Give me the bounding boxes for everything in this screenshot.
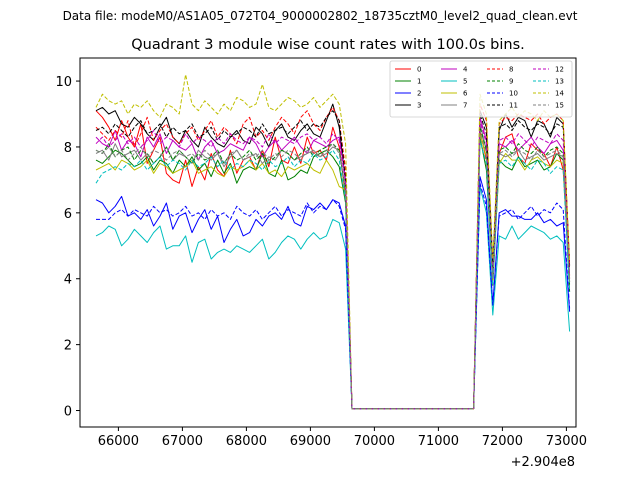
legend-label: 13 (555, 78, 564, 86)
legend-label: 0 (417, 66, 421, 74)
y-tick-label: 4 (64, 273, 72, 288)
legend-label: 9 (509, 78, 513, 86)
y-tick-label: 0 (64, 405, 72, 420)
legend-label: 7 (463, 102, 467, 110)
axes-frame (79, 57, 577, 428)
x-tick-label: 71000 (418, 434, 459, 449)
series-line-2 (95, 176, 571, 410)
x-tick-label: 66000 (98, 434, 139, 449)
x-tick-label: 70000 (354, 434, 395, 449)
x-tick-label: 73000 (546, 434, 587, 449)
legend-label: 4 (463, 66, 468, 74)
x-axis: 66000 67000 68000 69000 70000 71000 72000 73000 (98, 427, 587, 449)
legend-box (389, 60, 573, 118)
y-tick-label: 8 (64, 141, 72, 156)
legend-label: 2 (417, 90, 421, 98)
y-tick-label: 10 (55, 75, 72, 90)
y-tick-label: 6 (64, 207, 72, 222)
legend-label: 14 (555, 90, 564, 98)
x-tick-label: 68000 (226, 434, 267, 449)
legend-label: 1 (417, 78, 421, 86)
legend-label: 12 (555, 66, 564, 74)
plot-area: 66000 67000 68000 69000 70000 71000 72000 73000… (55, 57, 587, 470)
series-line-5 (95, 186, 571, 410)
x-tick-label: 72000 (482, 434, 523, 449)
legend-label: 3 (417, 102, 421, 110)
x-offset-label: +2.904e8 (511, 455, 575, 470)
suptitle: Data file: modeM0/AS1A05_072T04_90000028… (63, 9, 578, 23)
x-tick-label: 67000 (162, 434, 203, 449)
y-axis: 0 2 4 6 8 10 (55, 75, 80, 420)
legend-label: 11 (509, 102, 518, 110)
series-line-11 (95, 110, 571, 410)
legend-label: 5 (463, 78, 467, 86)
legend-label: 15 (555, 102, 564, 110)
series-line-14 (95, 74, 571, 410)
chart-title: Quadrant 3 module wise count rates with … (131, 37, 525, 53)
legend-label: 8 (509, 66, 513, 74)
series-layer (95, 74, 571, 410)
legend-label: 10 (509, 90, 518, 98)
series-line-15 (95, 130, 571, 410)
series-line-10 (96, 182, 571, 410)
y-tick-label: 2 (64, 339, 72, 354)
x-tick-label: 69000 (290, 434, 331, 449)
legend-label: 6 (463, 90, 468, 98)
